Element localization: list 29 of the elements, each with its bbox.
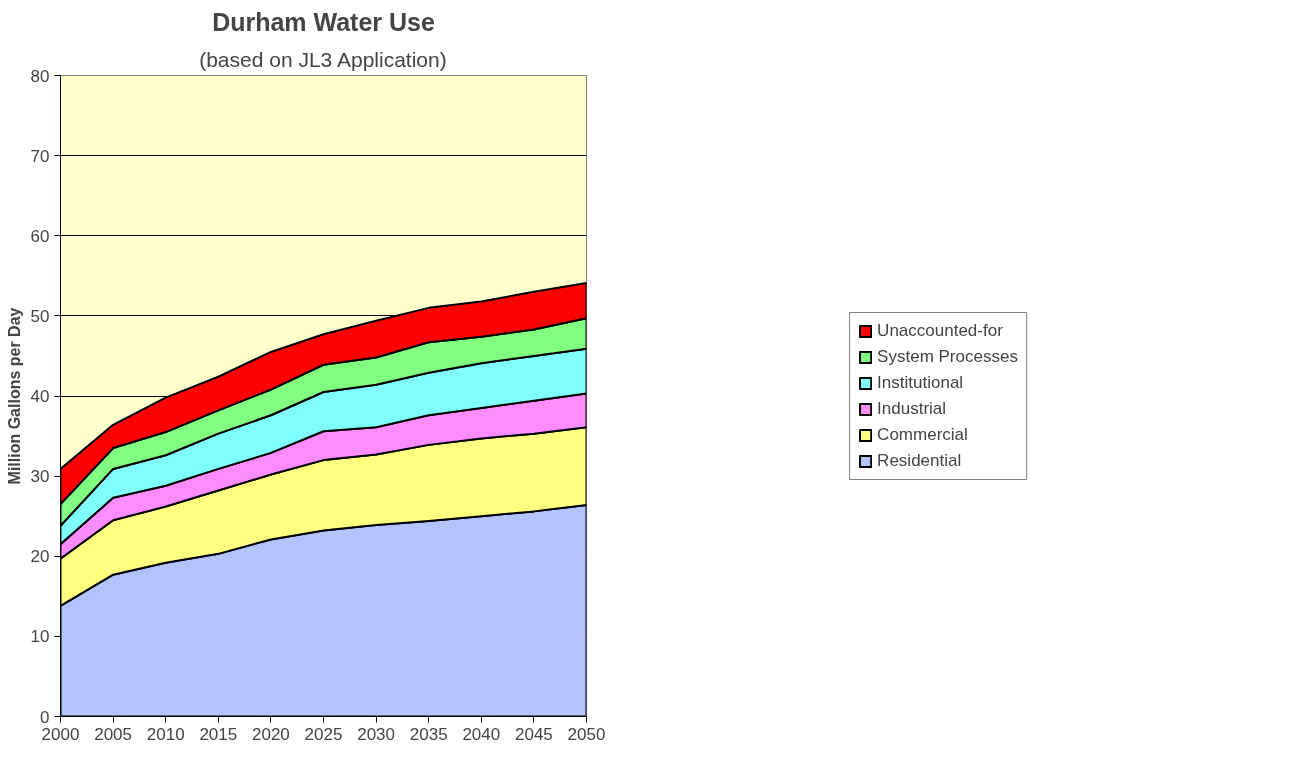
x-tick-label: 2015	[199, 724, 238, 744]
y-tick-label: 60	[30, 226, 50, 246]
y-tick-label: 0	[40, 707, 50, 727]
y-tick-label: 30	[30, 467, 50, 487]
y-tick-label: 80	[30, 66, 50, 86]
legend-label: Industrial	[877, 398, 947, 419]
chart-title: Durham Water Use	[212, 7, 435, 36]
x-tick-label: 2050	[567, 724, 606, 744]
chart-subtitle: (based on JL3 Application)	[199, 47, 447, 71]
x-tick-label: 2005	[94, 724, 133, 744]
y-tick-label: 50	[30, 306, 50, 326]
x-tick-label: 2020	[251, 724, 290, 744]
y-tick-label: 20	[30, 547, 50, 567]
x-tick-label: 2025	[304, 724, 343, 744]
legend-label: Residential	[877, 450, 962, 471]
x-tick-label: 2040	[462, 724, 501, 744]
y-tick-label: 40	[30, 387, 50, 406]
x-tick-label: 2030	[357, 724, 396, 744]
legend-label: Unaccounted-for	[877, 320, 1003, 341]
y-tick-label: 70	[30, 146, 50, 166]
legend-label: Institutional	[877, 372, 964, 393]
legend-label: Commercial	[877, 424, 968, 445]
x-tick-label: 2045	[514, 724, 553, 744]
y-tick-label: 10	[30, 627, 50, 647]
x-tick-label: 2000	[41, 724, 80, 744]
x-tick-label: 2035	[409, 724, 448, 744]
x-tick-label: 2010	[146, 724, 185, 744]
y-axis-title: Million Gallons per Day	[5, 307, 23, 485]
legend-label: System Processes	[877, 346, 1018, 367]
